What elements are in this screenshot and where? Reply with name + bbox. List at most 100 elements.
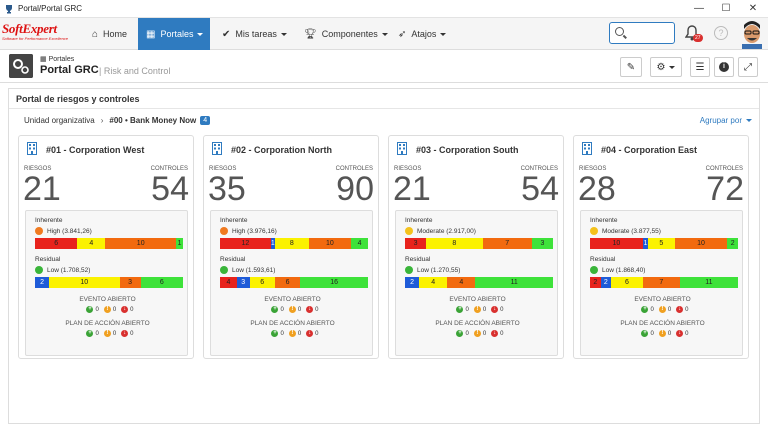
org-unit-card[interactable]: #03 - Corporation South RIESGOS CONTROLE… [388, 135, 564, 359]
bar-segment-yellow[interactable]: 6 [249, 277, 275, 288]
count-on-time[interactable]: 0 [95, 306, 99, 313]
count-due[interactable]: 0 [667, 306, 672, 313]
risk-distribution-bar[interactable]: 2 2 6 7 11 [590, 277, 738, 288]
bar-segment-yellow[interactable]: 8 [426, 238, 483, 249]
bar-segment-yellow[interactable]: 8 [274, 238, 309, 249]
info-button[interactable]: i [714, 57, 734, 77]
bar-segment-red[interactable]: 6 [35, 238, 78, 249]
count-due[interactable]: 0 [482, 330, 487, 337]
org-unit-card[interactable]: #04 - Corporation East RIESGOS CONTROLES… [573, 135, 749, 359]
risks-count[interactable]: 21 [393, 170, 431, 208]
bar-segment-green[interactable]: 4 [351, 238, 368, 249]
search-input[interactable] [609, 22, 675, 44]
count-on-time[interactable]: 0 [650, 306, 654, 313]
bar-segment-orange[interactable]: 10 [308, 238, 352, 249]
risk-distribution-bar[interactable]: 6 4 10 1 [35, 238, 183, 249]
bar-segment-green[interactable]: 1 [175, 238, 183, 249]
maximize-button[interactable]: ☐ [721, 3, 731, 14]
avatar[interactable] [738, 19, 766, 49]
filter-button[interactable]: ☰ [690, 57, 710, 77]
risks-count[interactable]: 28 [578, 170, 616, 208]
bar-segment-red[interactable]: 12 [220, 238, 271, 249]
bar-segment-green[interactable]: 6 [140, 277, 183, 288]
count-due[interactable]: 0 [112, 306, 117, 313]
bar-segment-green[interactable]: 3 [531, 238, 553, 249]
bar-segment-yellow[interactable]: 10 [49, 277, 120, 288]
bar-segment-green[interactable]: 11 [679, 277, 738, 288]
bar-segment-orange[interactable]: 6 [274, 277, 301, 288]
bar-segment-red[interactable]: 4 [220, 277, 237, 288]
risk-distribution-bar[interactable]: 4 3 6 6 16 [220, 277, 368, 288]
card-title[interactable]: #01 - Corporation West [46, 145, 145, 155]
help-icon[interactable]: ? [714, 26, 728, 40]
controls-count[interactable]: 72 [706, 170, 744, 208]
minimize-button[interactable]: — [694, 3, 704, 14]
risk-distribution-bar[interactable]: 12 1 8 10 4 [220, 238, 368, 249]
count-overdue[interactable]: 0 [315, 306, 319, 313]
bar-segment-orange[interactable]: 4 [447, 277, 476, 288]
close-button[interactable]: ✕ [748, 3, 758, 14]
count-on-time[interactable]: 0 [95, 330, 99, 337]
breadcrumb-root[interactable]: Unidad organizativa [24, 116, 95, 125]
count-overdue[interactable]: 0 [500, 330, 504, 337]
count-on-time[interactable]: 0 [465, 330, 469, 337]
count-overdue[interactable]: 0 [315, 330, 319, 337]
count-overdue[interactable]: 0 [500, 306, 504, 313]
card-title[interactable]: #04 - Corporation East [601, 145, 698, 155]
nav-home[interactable]: ⌂ Home [84, 18, 135, 50]
bar-segment-red[interactable]: 3 [405, 238, 427, 249]
bar-segment-blue[interactable]: 1 [642, 238, 649, 249]
bar-segment-red[interactable]: 2 [590, 277, 601, 288]
risk-distribution-bar[interactable]: 10 1 5 10 2 [590, 238, 738, 249]
count-on-time[interactable]: 0 [280, 330, 284, 337]
bar-segment-orange[interactable]: 7 [482, 238, 532, 249]
count-due[interactable]: 0 [482, 306, 487, 313]
bar-segment-red[interactable]: 10 [590, 238, 643, 249]
bar-segment-orange[interactable]: 7 [642, 277, 680, 288]
card-title[interactable]: #02 - Corporation North [231, 145, 333, 155]
card-title[interactable]: #03 - Corporation South [416, 145, 519, 155]
count-overdue[interactable]: 0 [685, 306, 689, 313]
softexpert-logo[interactable]: SoftExpert Software for Performance Exce… [2, 22, 80, 46]
count-overdue[interactable]: 0 [685, 330, 689, 337]
bell-icon[interactable] [685, 25, 699, 41]
bar-segment-blue[interactable]: 3 [236, 277, 250, 288]
page-breadcrumb[interactable]: ▦ Portales [40, 55, 74, 63]
nav-componentes[interactable]: 🏆︎ Componentes [296, 18, 396, 50]
bar-segment-orange[interactable]: 10 [105, 238, 176, 249]
bar-segment-yellow[interactable]: 4 [77, 238, 106, 249]
count-on-time[interactable]: 0 [650, 330, 654, 337]
risks-count[interactable]: 35 [208, 170, 246, 208]
count-due[interactable]: 0 [667, 330, 672, 337]
org-unit-card[interactable]: #01 - Corporation West RIESGOS CONTROLES… [18, 135, 194, 359]
nav-mis-tareas[interactable]: ✔ Mis tareas [214, 18, 295, 50]
nav-atajos[interactable]: ➶ Atajos [390, 18, 454, 50]
org-unit-card[interactable]: #02 - Corporation North RIESGOS CONTROLE… [203, 135, 379, 359]
risk-distribution-bar[interactable]: 2 10 3 6 [35, 277, 183, 288]
edit-button[interactable]: ✎ [620, 57, 642, 77]
count-overdue[interactable]: 0 [130, 330, 134, 337]
bar-segment-orange[interactable]: 10 [674, 238, 728, 249]
bar-segment-yellow[interactable]: 5 [648, 238, 675, 249]
count-due[interactable]: 0 [297, 306, 302, 313]
count-on-time[interactable]: 0 [280, 306, 284, 313]
nav-portales[interactable]: ▦ Portales [138, 18, 210, 50]
bar-segment-green[interactable]: 16 [300, 277, 368, 288]
risk-distribution-bar[interactable]: 2 4 4 11 [405, 277, 553, 288]
count-overdue[interactable]: 0 [130, 306, 134, 313]
count-due[interactable]: 0 [112, 330, 117, 337]
controls-count[interactable]: 54 [151, 170, 189, 208]
bar-segment-blue[interactable]: 2 [600, 277, 612, 288]
controls-count[interactable]: 90 [336, 170, 374, 208]
bar-segment-yellow[interactable]: 6 [611, 277, 643, 288]
settings-button[interactable]: ⚙ [650, 57, 682, 77]
group-by-dropdown[interactable]: Agrupar por [700, 116, 752, 125]
bar-segment-orange[interactable]: 3 [119, 277, 141, 288]
count-on-time[interactable]: 0 [465, 306, 469, 313]
bar-segment-blue[interactable]: 2 [35, 277, 50, 288]
bar-segment-blue[interactable]: 2 [405, 277, 420, 288]
controls-count[interactable]: 54 [521, 170, 559, 208]
bar-segment-yellow[interactable]: 4 [419, 277, 448, 288]
count-due[interactable]: 0 [297, 330, 302, 337]
